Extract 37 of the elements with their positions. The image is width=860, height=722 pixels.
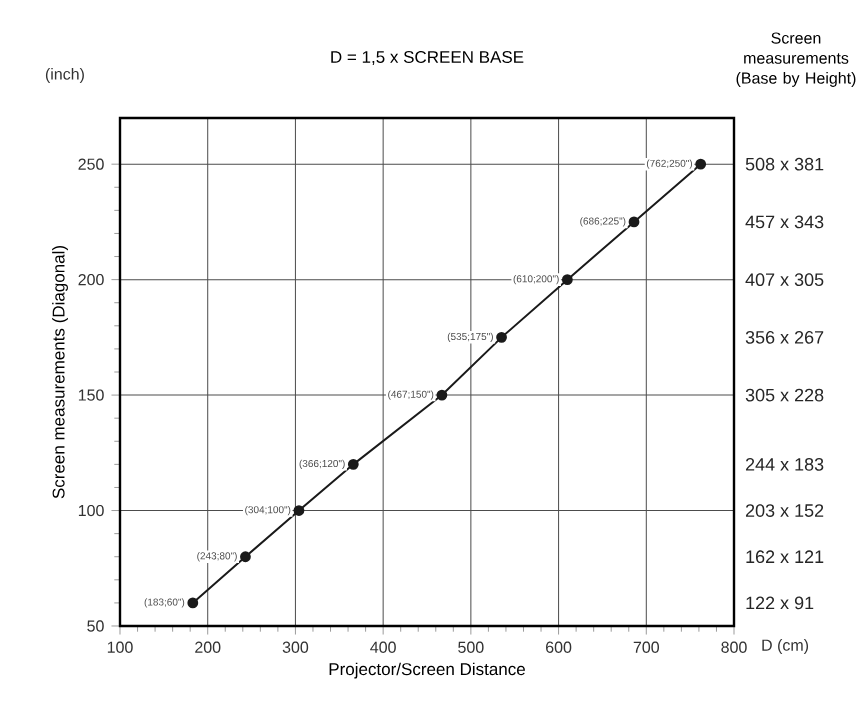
point: [240, 551, 251, 563]
x-tick-label: 500: [458, 641, 484, 653]
y-axis-title: Screen measurements (Diagonal): [52, 246, 68, 499]
text: 457 x 343: [745, 215, 824, 229]
text: 356 x 267: [745, 330, 824, 344]
point: [695, 158, 707, 170]
point: [496, 331, 507, 343]
x-tick-label: 600: [546, 641, 572, 653]
y-tick-label: 50: [87, 620, 104, 632]
y-tick-label: 150: [78, 389, 104, 401]
point: [187, 597, 199, 609]
chart-title: D = 1,5 x SCREEN BASE: [331, 50, 524, 66]
point: [436, 389, 448, 401]
x-axis-title: Projector/Screen Distance: [329, 662, 525, 679]
point: [293, 505, 305, 516]
point: [628, 216, 640, 228]
x-tick-label: 200: [195, 641, 221, 653]
text: 508 x 381: [745, 157, 824, 171]
y-tick-label: 200: [78, 273, 104, 286]
y2-axis-title: Screen measurements (Base by Height): [736, 32, 856, 87]
text: 203 x 152: [745, 504, 824, 517]
point: [347, 458, 359, 470]
text: (inch): [45, 68, 84, 83]
y-tick-label: 250: [78, 158, 104, 170]
x-tick-label: 800: [721, 641, 747, 653]
text: D (cm): [762, 639, 809, 654]
text: 407 x 305: [745, 273, 824, 287]
text: 244 x 183: [745, 457, 824, 471]
point: [561, 274, 573, 286]
x-tick-label: 300: [282, 641, 309, 653]
x-tick-label: 100: [107, 641, 133, 653]
text: 305 x 228: [745, 388, 824, 402]
text: 162 x 121: [746, 550, 824, 564]
x-tick-label: 400: [370, 641, 396, 653]
y-tick-label: 100: [78, 504, 104, 517]
text: 122 x 91: [746, 596, 814, 610]
x-tick-label: 700: [633, 641, 660, 653]
